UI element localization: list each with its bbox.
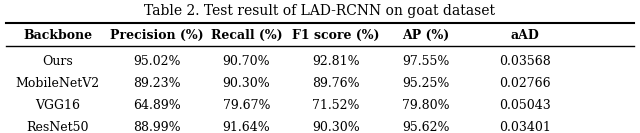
Text: AP (%): AP (%) xyxy=(402,29,449,42)
Text: 95.25%: 95.25% xyxy=(402,77,449,90)
Text: aAD: aAD xyxy=(511,29,539,42)
Text: 92.81%: 92.81% xyxy=(312,55,360,68)
Text: 71.52%: 71.52% xyxy=(312,99,360,112)
Text: 89.76%: 89.76% xyxy=(312,77,360,90)
Text: ResNet50: ResNet50 xyxy=(26,121,89,133)
Text: 79.80%: 79.80% xyxy=(402,99,449,112)
Text: Precision (%): Precision (%) xyxy=(110,29,204,42)
Text: MobileNetV2: MobileNetV2 xyxy=(15,77,100,90)
Text: 89.23%: 89.23% xyxy=(133,77,180,90)
Text: Backbone: Backbone xyxy=(23,29,92,42)
Text: 79.67%: 79.67% xyxy=(223,99,270,112)
Text: 0.05043: 0.05043 xyxy=(499,99,550,112)
Text: 90.30%: 90.30% xyxy=(223,77,270,90)
Text: 88.99%: 88.99% xyxy=(133,121,180,133)
Text: VGG16: VGG16 xyxy=(35,99,80,112)
Text: 95.62%: 95.62% xyxy=(402,121,449,133)
Text: Ours: Ours xyxy=(42,55,73,68)
Text: 90.30%: 90.30% xyxy=(312,121,360,133)
Text: 90.70%: 90.70% xyxy=(223,55,270,68)
Text: F1 score (%): F1 score (%) xyxy=(292,29,380,42)
Text: 64.89%: 64.89% xyxy=(133,99,180,112)
Text: Table 2. Test result of LAD-RCNN on goat dataset: Table 2. Test result of LAD-RCNN on goat… xyxy=(145,4,495,18)
Text: 95.02%: 95.02% xyxy=(133,55,180,68)
Text: 91.64%: 91.64% xyxy=(223,121,270,133)
Text: 0.03568: 0.03568 xyxy=(499,55,550,68)
Text: Recall (%): Recall (%) xyxy=(211,29,282,42)
Text: 0.03401: 0.03401 xyxy=(499,121,551,133)
Text: 97.55%: 97.55% xyxy=(402,55,449,68)
Text: 0.02766: 0.02766 xyxy=(499,77,550,90)
